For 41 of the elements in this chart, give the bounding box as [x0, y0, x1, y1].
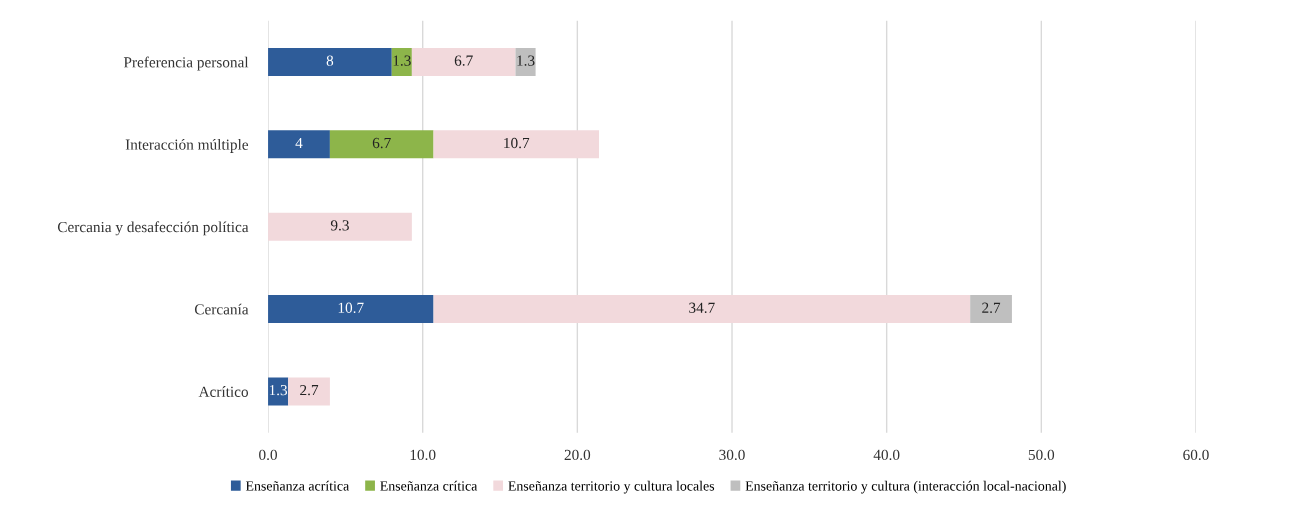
- bar: [268, 212, 412, 241]
- bar: [268, 47, 392, 76]
- bar: [268, 295, 434, 324]
- data-label: 6.7: [454, 55, 473, 66]
- bar: [329, 130, 434, 159]
- data-label: 2.7: [300, 385, 319, 396]
- legend-label: Enseñanza acrítica: [245, 480, 350, 491]
- x-tick-label: 60.0: [1183, 449, 1209, 461]
- x-tick-label: 50.0: [1028, 449, 1055, 461]
- data-label: 1.3: [269, 385, 288, 396]
- bar: [433, 295, 971, 324]
- y-tick-label: Cercanía: [194, 303, 249, 315]
- data-label: 34.7: [689, 302, 715, 313]
- bar: [288, 377, 330, 406]
- y-tick-label: Acrítico: [198, 386, 249, 397]
- data-label: 10.7: [338, 302, 364, 313]
- data-label: 9.3: [330, 220, 349, 231]
- legend-label: Enseñanza crítica: [380, 480, 478, 491]
- y-tick-label: Preferencia personal: [123, 56, 249, 71]
- bar: [391, 47, 412, 76]
- legend-label: Enseñanza territorio y cultura locales: [508, 480, 715, 494]
- data-label: 10.7: [504, 137, 530, 149]
- data-label: 2.7: [982, 302, 1001, 313]
- bar: [970, 295, 1012, 324]
- bar: [515, 47, 536, 76]
- data-label: 1.3: [517, 55, 535, 66]
- y-tick-label: Cercania y desafección política: [57, 221, 249, 236]
- x-tick-label: 0.0: [259, 449, 277, 461]
- data-label: 4: [295, 137, 303, 148]
- legend-label: Enseñanza territorio y cultura (interacción local-nacional): [745, 480, 1066, 494]
- x-tick-label: 10.0: [410, 449, 436, 461]
- x-tick-label: 20.0: [564, 449, 591, 461]
- x-tick-label: 30.0: [719, 449, 745, 461]
- bar: [411, 47, 516, 76]
- bar: [268, 130, 330, 159]
- data-label: 6.7: [372, 137, 391, 149]
- data-label: 8: [326, 55, 334, 66]
- data-label: 1.3: [393, 55, 411, 66]
- y-tick-label: Interacción múltiple: [125, 139, 249, 153]
- bar: [433, 130, 599, 159]
- x-tick-label: 40.0: [873, 449, 900, 461]
